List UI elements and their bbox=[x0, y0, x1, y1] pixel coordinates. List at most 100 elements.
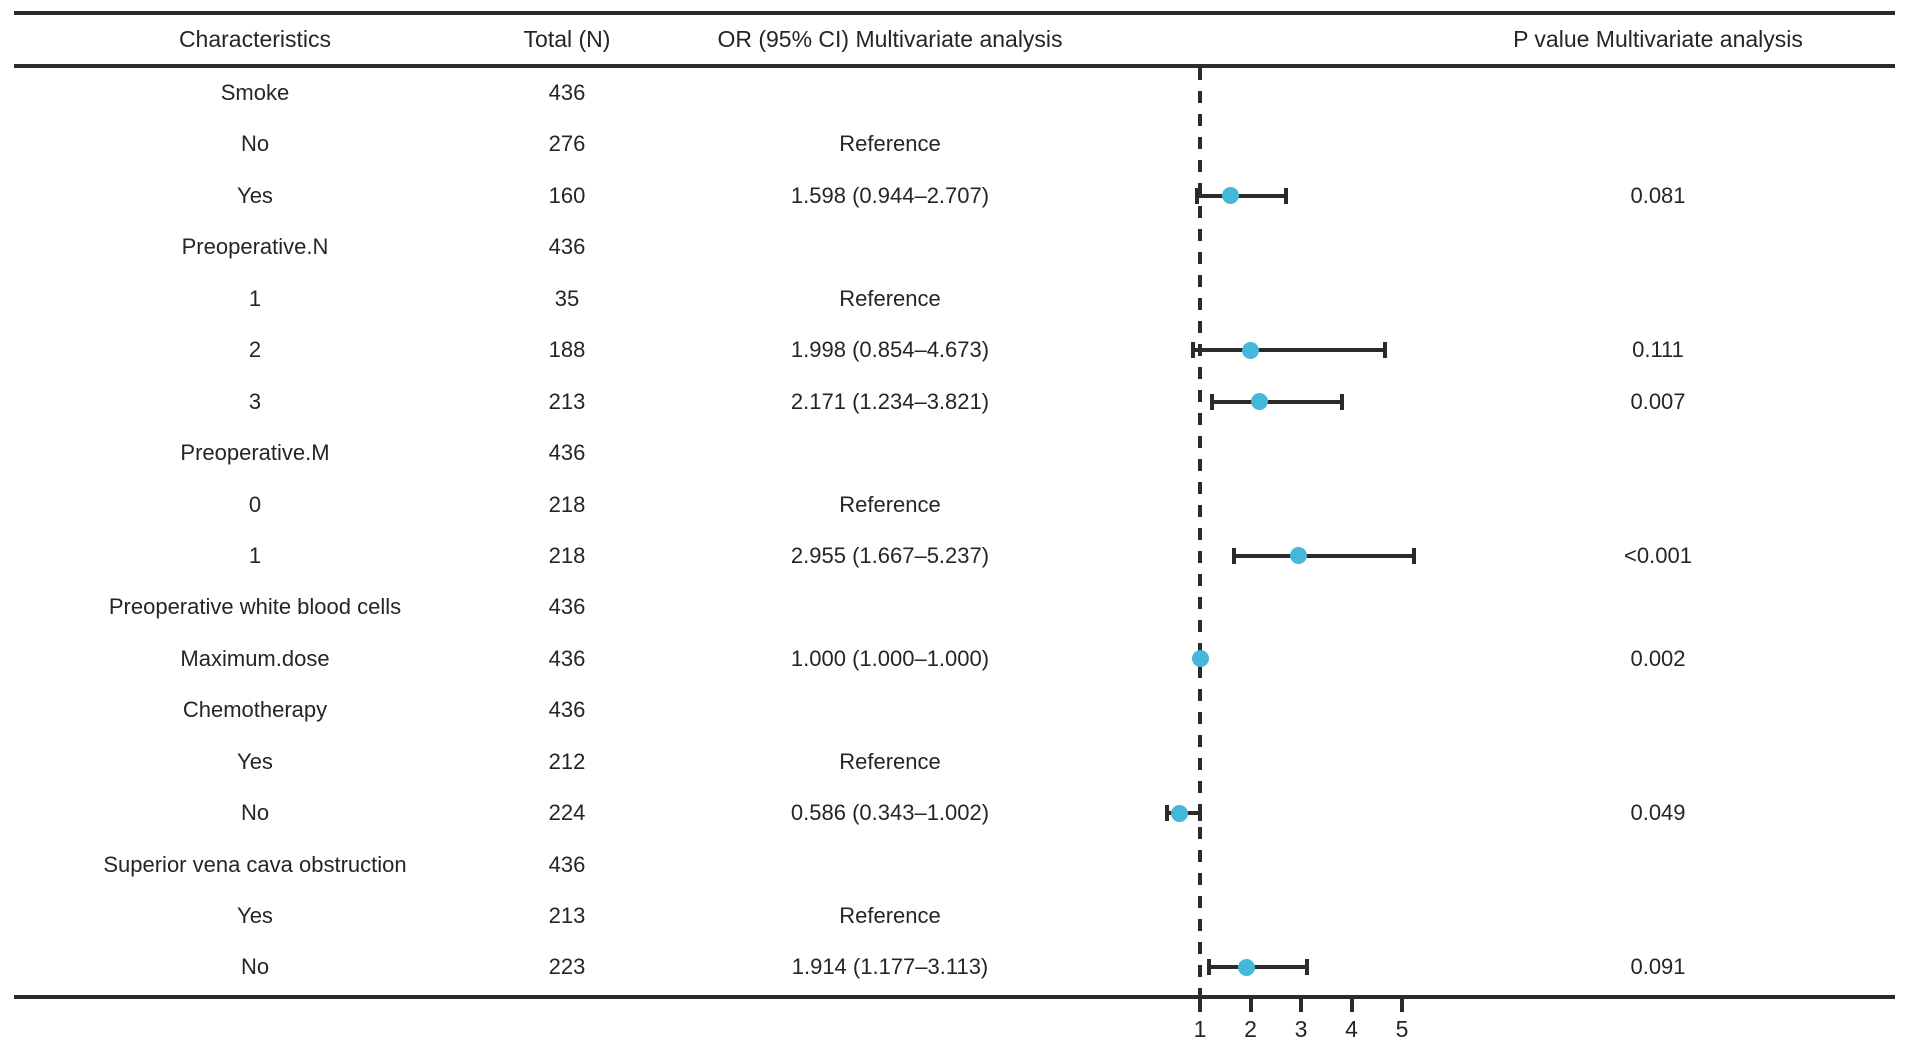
characteristic-cell: Preoperative white blood cells bbox=[108, 594, 402, 620]
axis-tick-label: 1 bbox=[1193, 1016, 1207, 1042]
ci-lower-cap bbox=[1164, 805, 1169, 822]
odds-ratio-dot bbox=[1191, 650, 1209, 668]
confidence-interval-bar bbox=[1192, 348, 1386, 353]
p-value-cell: 0.007 bbox=[1630, 388, 1686, 414]
top-rule bbox=[14, 11, 1895, 15]
total-cell: 213 bbox=[548, 903, 586, 929]
ci-lower-cap bbox=[1206, 959, 1211, 976]
total-cell: 436 bbox=[548, 234, 586, 260]
characteristic-cell: Yes bbox=[237, 903, 273, 929]
or-ci-cell: 1.000 (1.000–1.000) bbox=[790, 645, 990, 671]
total-cell: 436 bbox=[548, 440, 586, 466]
characteristic-cell: Yes bbox=[237, 182, 273, 208]
axis-tick bbox=[1248, 999, 1253, 1012]
axis-tick bbox=[1400, 999, 1404, 1012]
axis-tick bbox=[1349, 999, 1354, 1012]
or-ci-cell: Reference bbox=[839, 285, 941, 311]
p-value-cell: <0.001 bbox=[1624, 542, 1692, 568]
total-cell: 436 bbox=[548, 851, 586, 877]
total-cell: 276 bbox=[548, 131, 586, 157]
total-cell: 35 bbox=[554, 285, 580, 311]
confidence-interval-bar bbox=[1211, 399, 1343, 404]
characteristic-cell: Preoperative.M bbox=[180, 440, 330, 466]
p-value-cell bbox=[1458, 902, 1858, 930]
p-value-cell: 0.111 bbox=[1632, 337, 1684, 363]
total-cell: 218 bbox=[548, 491, 586, 517]
confidence-interval-bar bbox=[1233, 553, 1414, 558]
p-value-cell: 0.091 bbox=[1630, 954, 1686, 980]
ci-upper-cap bbox=[1304, 959, 1309, 976]
column-header-characteristics: Characteristics bbox=[178, 26, 332, 52]
confidence-interval-bar bbox=[1208, 965, 1307, 970]
characteristic-cell: Superior vena cava obstruction bbox=[103, 851, 407, 877]
ci-lower-cap bbox=[1209, 393, 1214, 410]
axis-tick-label: 4 bbox=[1345, 1016, 1358, 1042]
p-value-cell bbox=[1458, 593, 1858, 621]
total-cell: 436 bbox=[548, 80, 586, 105]
total-cell: 218 bbox=[548, 542, 586, 568]
characteristic-cell: Yes bbox=[237, 748, 273, 774]
column-header-p-value: P value Multivariate analysis bbox=[1513, 26, 1803, 52]
odds-ratio-dot bbox=[1290, 547, 1308, 565]
ci-upper-cap bbox=[1340, 393, 1345, 410]
or-ci-cell: 2.955 (1.667–5.237) bbox=[790, 542, 990, 568]
p-value-cell bbox=[1458, 285, 1858, 313]
or-ci-cell bbox=[690, 696, 1090, 724]
p-value-cell: 0.002 bbox=[1630, 645, 1686, 671]
characteristic-cell: No bbox=[240, 131, 270, 157]
axis-tick bbox=[1198, 999, 1202, 1012]
ci-lower-cap bbox=[1195, 187, 1200, 204]
p-value-cell: 0.049 bbox=[1630, 800, 1686, 826]
total-cell: 160 bbox=[548, 182, 586, 208]
ci-upper-cap bbox=[1411, 547, 1416, 564]
total-cell: 436 bbox=[548, 645, 586, 671]
or-ci-cell: 1.914 (1.177–3.113) bbox=[791, 954, 989, 980]
p-value-cell bbox=[1458, 439, 1858, 467]
reference-line bbox=[1198, 68, 1202, 995]
characteristic-cell: 3 bbox=[248, 388, 262, 414]
or-ci-cell: Reference bbox=[839, 748, 941, 774]
or-ci-cell bbox=[690, 851, 1090, 879]
ci-upper-cap bbox=[1198, 805, 1203, 822]
ci-upper-cap bbox=[1383, 342, 1388, 359]
or-ci-cell bbox=[690, 593, 1090, 621]
p-value-cell bbox=[1458, 130, 1858, 158]
characteristic-cell: 1 bbox=[248, 285, 262, 311]
total-cell: 188 bbox=[548, 337, 586, 363]
p-value-cell bbox=[1458, 851, 1858, 879]
total-cell: 212 bbox=[548, 748, 586, 774]
axis-tick-label: 5 bbox=[1395, 1016, 1409, 1042]
characteristic-cell: Chemotherapy bbox=[182, 697, 328, 723]
characteristic-cell: No bbox=[240, 800, 270, 826]
characteristic-cell: Smoke bbox=[220, 80, 290, 105]
ci-lower-cap bbox=[1190, 342, 1195, 359]
odds-ratio-dot bbox=[1170, 804, 1188, 822]
total-cell: 213 bbox=[548, 388, 586, 414]
or-ci-cell: Reference bbox=[839, 491, 941, 517]
characteristic-cell: No bbox=[240, 954, 270, 980]
header-rule bbox=[14, 64, 1895, 68]
characteristic-cell: Maximum.dose bbox=[180, 645, 330, 671]
p-value-cell bbox=[1458, 233, 1858, 261]
bottom-rule bbox=[14, 995, 1895, 999]
or-ci-cell: 1.598 (0.944–2.707) bbox=[790, 182, 990, 208]
odds-ratio-dot bbox=[1237, 958, 1255, 976]
confidence-interval-bar bbox=[1197, 193, 1287, 198]
column-header-or-ci: OR (95% CI) Multivariate analysis bbox=[717, 26, 1063, 52]
p-value-cell bbox=[1458, 491, 1858, 519]
axis-tick-label: 2 bbox=[1244, 1016, 1257, 1042]
or-ci-cell: 2.171 (1.234–3.821) bbox=[790, 388, 990, 414]
or-ci-cell: Reference bbox=[839, 131, 941, 157]
p-value-cell bbox=[1458, 79, 1858, 107]
ci-upper-cap bbox=[1284, 187, 1289, 204]
characteristic-cell: Preoperative.N bbox=[181, 234, 329, 260]
odds-ratio-dot bbox=[1250, 393, 1268, 411]
or-ci-cell: 0.586 (0.343–1.002) bbox=[790, 800, 990, 826]
total-cell: 436 bbox=[548, 594, 586, 620]
odds-ratio-dot bbox=[1221, 187, 1239, 205]
characteristic-cell: 1 bbox=[248, 542, 262, 568]
or-ci-cell bbox=[690, 233, 1090, 261]
column-header-total: Total (N) bbox=[523, 26, 611, 52]
total-cell: 436 bbox=[548, 697, 586, 723]
